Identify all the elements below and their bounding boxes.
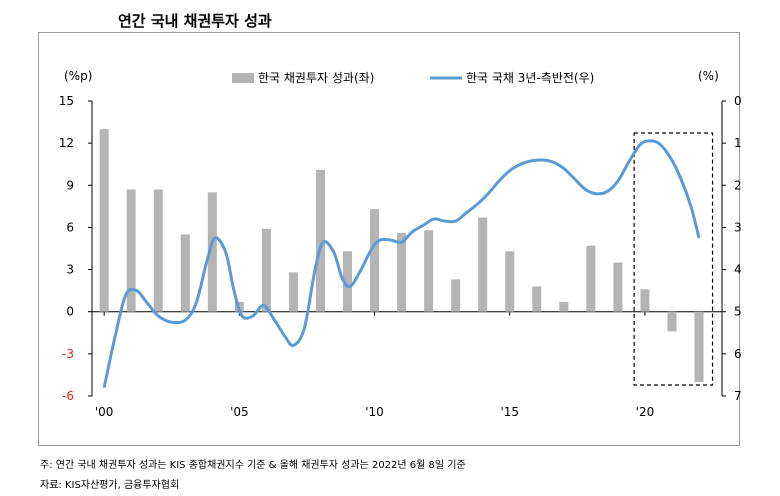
x-tick-label: '05: [230, 405, 249, 419]
highlight-box: [633, 132, 714, 386]
x-tick-label: '15: [500, 405, 519, 419]
bar-2008: [315, 169, 325, 312]
bar-2010: [370, 209, 380, 312]
chart-frame: [38, 32, 740, 446]
left-tick-label: -6: [62, 389, 74, 403]
bar-2021: [667, 311, 677, 332]
legend-bar-swatch: [232, 73, 254, 83]
x-tick-label: '20: [636, 405, 655, 419]
left-tick-label: 9: [66, 178, 74, 192]
left-tick-label: 0: [66, 305, 74, 319]
bar-2022: [694, 311, 704, 382]
bar-2013: [451, 279, 461, 312]
right-tick-label: 6: [734, 347, 742, 361]
bar-2000: [99, 129, 109, 312]
right-tick-label: 0: [734, 94, 742, 108]
footnote: 주: 연간 국내 채권투자 성과는 KIS 종합채권지수 기준 & 올해 채권투…: [40, 460, 466, 471]
bar-2018: [586, 245, 596, 312]
bar-2007: [288, 272, 298, 312]
bar-2006: [261, 228, 271, 312]
left-tick-label: 12: [59, 136, 74, 150]
right-tick-label: 3: [734, 220, 742, 234]
left-tick-label: -3: [62, 347, 74, 361]
right-tick-label: 5: [734, 305, 742, 319]
left-tick-label: 3: [66, 263, 74, 277]
series-line-kr-3y: [102, 139, 701, 388]
x-tick-label: '10: [365, 405, 384, 419]
bar-2020: [640, 289, 650, 312]
bar-2009: [343, 251, 353, 312]
right-axis-unit: (%): [698, 69, 719, 83]
bar-2012: [424, 230, 434, 312]
bar-2017: [559, 301, 569, 312]
bar-2019: [613, 262, 623, 312]
left-tick-label: 15: [59, 94, 74, 108]
right-tick-label: 2: [734, 178, 742, 192]
bar-2011: [397, 233, 407, 312]
right-tick-label: 7: [734, 389, 742, 403]
bar-2015: [505, 251, 515, 312]
left-axis-unit: (%p): [64, 69, 92, 83]
legend-bar-label: 한국 채권투자 성과(좌): [258, 71, 374, 85]
left-tick-label: 6: [66, 220, 74, 234]
bar-2014: [478, 217, 488, 312]
right-tick-label: 1: [734, 136, 742, 150]
bar-2002: [153, 189, 163, 312]
bar-2001: [126, 189, 136, 312]
bar-2004: [207, 192, 217, 312]
source-note: 자료: KIS자산평가, 금융투자협회: [40, 480, 180, 491]
legend-line-label: 한국 국채 3년-측반전(우): [466, 71, 594, 85]
bar-2016: [532, 286, 542, 312]
right-tick-label: 4: [734, 263, 742, 277]
bar-2003: [180, 234, 190, 312]
chart-title: 연간 국내 채권투자 성과: [118, 12, 272, 30]
x-tick-label: '00: [95, 405, 114, 419]
